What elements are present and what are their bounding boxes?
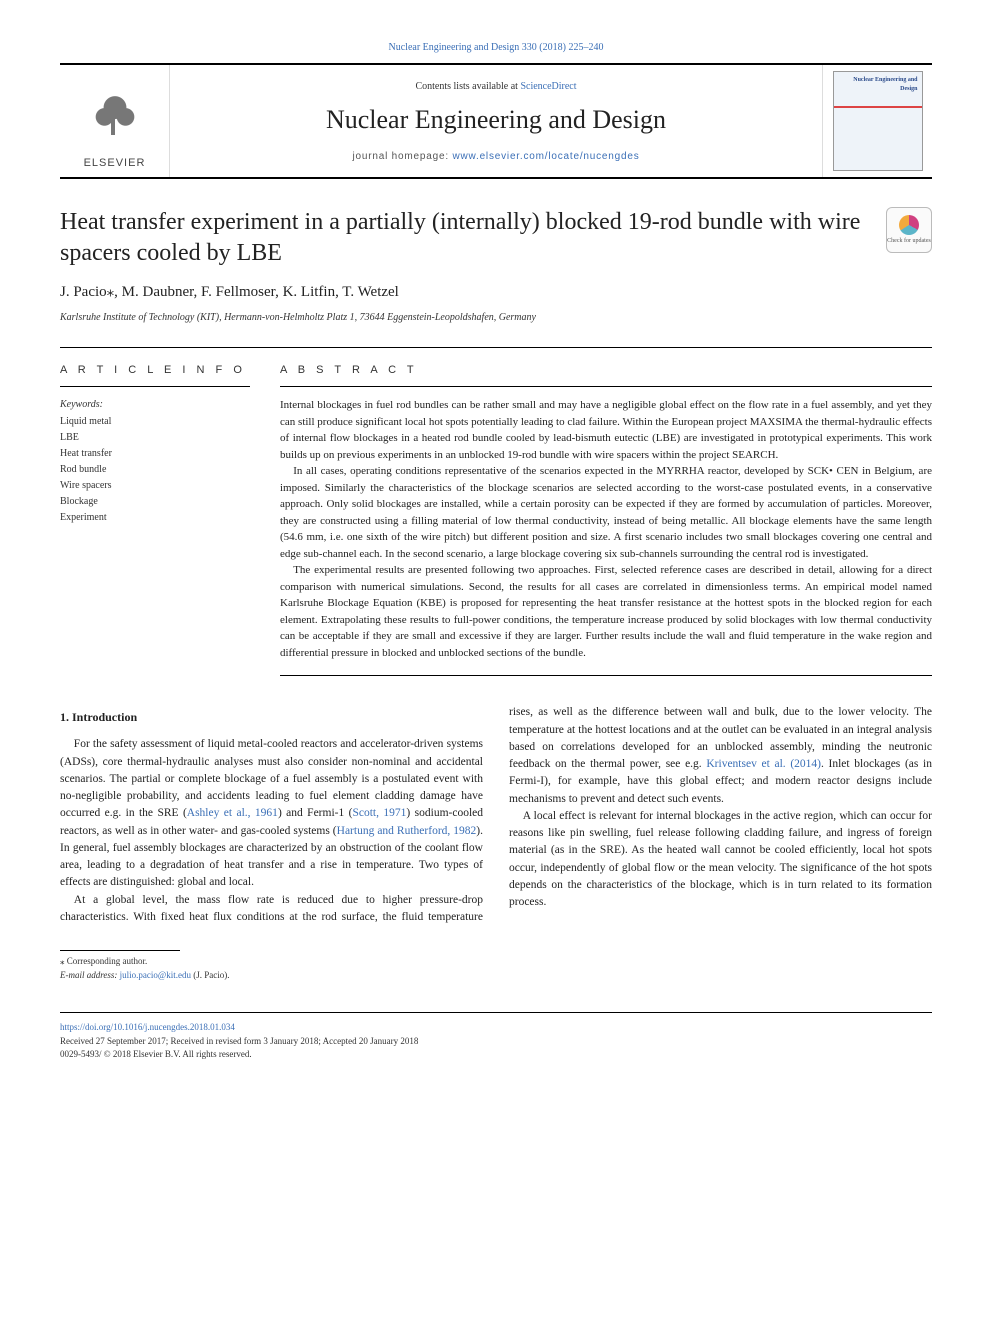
contents-prefix: Contents lists available at bbox=[415, 81, 520, 92]
author-email-link[interactable]: julio.pacio@kit.edu bbox=[120, 970, 191, 980]
header-center: Contents lists available at ScienceDirec… bbox=[170, 65, 822, 177]
updates-badge-label: Check for updates bbox=[887, 237, 931, 246]
contents-line: Contents lists available at ScienceDirec… bbox=[415, 79, 576, 94]
title-row: Heat transfer experiment in a partially … bbox=[60, 207, 932, 269]
crossmark-icon bbox=[899, 215, 919, 235]
homepage-line: journal homepage: www.elsevier.com/locat… bbox=[352, 149, 639, 164]
article-info-heading: A R T I C L E I N F O bbox=[60, 362, 250, 379]
elsevier-tree-icon bbox=[80, 89, 150, 151]
check-updates-badge[interactable]: Check for updates bbox=[886, 207, 932, 253]
received-line: Received 27 September 2017; Received in … bbox=[60, 1035, 932, 1049]
homepage-prefix: journal homepage: bbox=[352, 151, 452, 162]
abstract-heading: A B S T R A C T bbox=[280, 362, 932, 379]
journal-cover-thumbnail: Nuclear Engineering and Design bbox=[833, 71, 923, 171]
abstract-column: A B S T R A C T Internal blockages in fu… bbox=[280, 362, 932, 677]
homepage-link[interactable]: www.elsevier.com/locate/nucengdes bbox=[452, 151, 639, 162]
article-info-column: A R T I C L E I N F O Keywords: Liquid m… bbox=[60, 362, 250, 677]
journal-header: ELSEVIER Contents lists available at Sci… bbox=[60, 63, 932, 179]
abstract-end-rule bbox=[280, 675, 932, 676]
keyword: LBE bbox=[60, 430, 250, 446]
info-abstract-block: A R T I C L E I N F O Keywords: Liquid m… bbox=[60, 347, 932, 677]
authors-line: J. Pacio⁎, M. Daubner, F. Fellmoser, K. … bbox=[60, 281, 932, 304]
footnote-block: ⁎ Corresponding author. E-mail address: … bbox=[60, 955, 932, 982]
sciencedirect-link[interactable]: ScienceDirect bbox=[520, 81, 576, 92]
body-para: For the safety assessment of liquid meta… bbox=[60, 736, 483, 891]
email-label: E-mail address: bbox=[60, 970, 120, 980]
doi-link[interactable]: https://doi.org/10.1016/j.nucengdes.2018… bbox=[60, 1022, 235, 1032]
body-para: A local effect is relevant for internal … bbox=[509, 808, 932, 912]
footnote-separator bbox=[60, 950, 180, 951]
cover-thumb-block: Nuclear Engineering and Design bbox=[822, 65, 932, 177]
authors-text: J. Pacio⁎, M. Daubner, F. Fellmoser, K. … bbox=[60, 284, 399, 300]
journal-reference: Nuclear Engineering and Design 330 (2018… bbox=[60, 40, 932, 55]
journal-name: Nuclear Engineering and Design bbox=[326, 100, 666, 139]
section-heading: 1. Introduction bbox=[60, 708, 483, 726]
abstract-para: The experimental results are presented f… bbox=[280, 562, 932, 661]
publisher-name: ELSEVIER bbox=[84, 155, 146, 172]
article-title: Heat transfer experiment in a partially … bbox=[60, 207, 870, 269]
keyword: Experiment bbox=[60, 510, 250, 526]
cover-thumb-title: Nuclear Engineering and Design bbox=[838, 76, 918, 94]
corresponding-author-note: ⁎ Corresponding author. bbox=[60, 955, 932, 969]
abstract-para: Internal blockages in fuel rod bundles c… bbox=[280, 397, 932, 463]
email-suffix: (J. Pacio). bbox=[191, 970, 230, 980]
copyright-line: 0029-5493/ © 2018 Elsevier B.V. All righ… bbox=[60, 1048, 932, 1062]
body-two-column: 1. Introduction For the safety assessmen… bbox=[60, 704, 932, 926]
abstract-para: In all cases, operating conditions repre… bbox=[280, 463, 932, 562]
email-line: E-mail address: julio.pacio@kit.edu (J. … bbox=[60, 969, 932, 983]
keyword: Rod bundle bbox=[60, 462, 250, 478]
keywords-label: Keywords: bbox=[60, 397, 250, 412]
keyword: Liquid metal bbox=[60, 414, 250, 430]
abstract-rule bbox=[280, 386, 932, 387]
page-footer: https://doi.org/10.1016/j.nucengdes.2018… bbox=[60, 1012, 932, 1062]
keyword: Blockage bbox=[60, 494, 250, 510]
info-rule bbox=[60, 386, 250, 387]
affiliation: Karlsruhe Institute of Technology (KIT),… bbox=[60, 310, 932, 325]
publisher-logo-block: ELSEVIER bbox=[60, 65, 170, 177]
keyword: Heat transfer bbox=[60, 446, 250, 462]
keyword: Wire spacers bbox=[60, 478, 250, 494]
